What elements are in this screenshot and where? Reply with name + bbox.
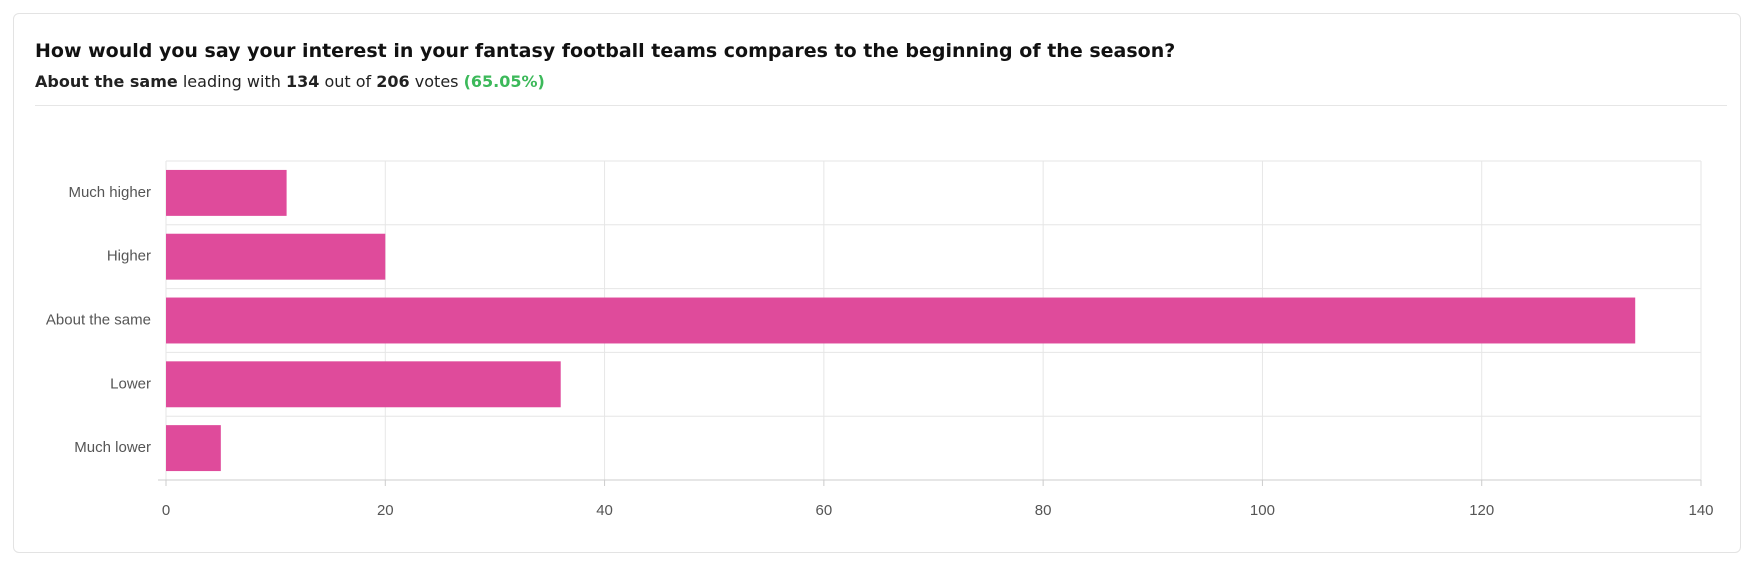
summary-text: out of <box>324 72 372 91</box>
x-tick-label: 0 <box>162 502 170 519</box>
bar <box>166 169 287 216</box>
x-tick-label: 40 <box>596 502 613 519</box>
x-tick-label: 80 <box>1035 502 1052 519</box>
summary-text: votes <box>414 72 459 91</box>
total-votes: 206 <box>376 72 410 91</box>
poll-title: How would you say your interest in your … <box>35 40 1176 62</box>
x-tick-label: 20 <box>377 502 394 519</box>
y-tick-label: Lower <box>110 375 151 392</box>
leader-percent: (65.05%) <box>463 72 545 91</box>
x-tick-label: 120 <box>1469 502 1494 519</box>
y-tick-label: Much lower <box>74 439 151 456</box>
bar <box>166 361 561 408</box>
y-tick-label: About the same <box>46 311 151 328</box>
divider <box>35 105 1727 106</box>
summary-text: leading with <box>182 72 281 91</box>
x-tick-label: 140 <box>1688 502 1713 519</box>
x-tick-label: 100 <box>1250 502 1275 519</box>
bar <box>166 425 221 472</box>
bar <box>166 297 1636 344</box>
leader: About the same <box>35 72 178 91</box>
bar <box>166 233 386 280</box>
y-tick-label: Much higher <box>68 184 151 201</box>
poll-summary: About the same leading with 134 out of 2… <box>35 72 545 91</box>
x-tick-label: 60 <box>816 502 833 519</box>
leader-votes: 134 <box>285 72 320 91</box>
poll-card: How would you say your interest in your … <box>13 13 1741 553</box>
y-tick-label: Higher <box>107 248 151 265</box>
